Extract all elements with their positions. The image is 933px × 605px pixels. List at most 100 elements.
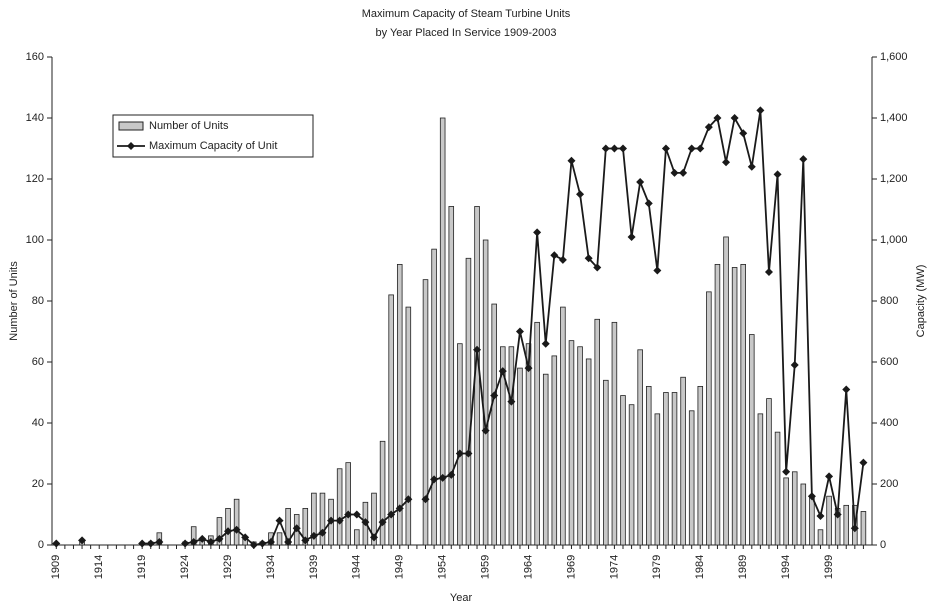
marker <box>627 232 636 241</box>
marker <box>524 364 533 373</box>
bar <box>654 413 661 546</box>
y2-tick-label: 1,000 <box>880 234 908 246</box>
y2-tick-label: 0 <box>880 539 886 551</box>
bar <box>439 117 446 546</box>
bar <box>585 358 592 546</box>
y2-tick-label: 1,200 <box>880 173 908 185</box>
marker <box>78 536 87 545</box>
bar <box>336 468 343 546</box>
bar <box>465 257 472 546</box>
y-tick-label: 80 <box>32 295 44 307</box>
marker <box>593 263 602 272</box>
x-tick-label: 1989 <box>737 555 749 579</box>
chart-subtitle: by Year Placed In Service 1909-2003 <box>375 27 556 39</box>
marker <box>309 531 318 540</box>
marker <box>601 144 610 153</box>
marker <box>404 495 413 504</box>
marker <box>636 178 645 187</box>
bar <box>302 507 309 546</box>
y2-tick-label: 600 <box>880 356 898 368</box>
marker <box>558 255 567 264</box>
marker <box>850 524 859 533</box>
marker <box>206 537 215 546</box>
bar <box>628 404 635 546</box>
marker <box>352 510 361 519</box>
marker <box>241 533 250 542</box>
bar <box>740 263 746 546</box>
bar <box>817 529 824 546</box>
bar <box>319 492 326 546</box>
bar <box>276 532 283 546</box>
marker <box>764 268 773 277</box>
legend-swatch <box>127 142 135 150</box>
marker <box>610 144 619 153</box>
bar <box>637 349 643 546</box>
marker <box>224 527 233 536</box>
marker <box>181 539 190 548</box>
bar <box>457 343 463 546</box>
bar <box>345 462 351 546</box>
bar <box>697 385 704 546</box>
marker <box>550 251 559 260</box>
marker <box>430 475 439 484</box>
chart-title: Maximum Capacity of Steam Turbine Units <box>362 8 571 20</box>
bar <box>491 303 497 546</box>
bar <box>225 507 231 546</box>
x-tick-label: 1954 <box>437 555 449 579</box>
marker <box>498 367 507 376</box>
marker <box>215 534 224 543</box>
marker <box>661 144 670 153</box>
marker <box>232 525 241 534</box>
marker <box>644 199 653 208</box>
bar <box>551 355 558 546</box>
marker <box>292 524 301 533</box>
bar <box>723 236 729 546</box>
bar <box>534 321 540 546</box>
x-tick-label: 1949 <box>394 555 406 579</box>
marker <box>687 144 696 153</box>
bar <box>603 379 609 546</box>
y-tick-label: 140 <box>26 112 44 124</box>
legend-label: Number of Units <box>149 120 229 132</box>
x-tick-label: 1909 <box>50 555 62 579</box>
bar <box>749 334 755 546</box>
marker <box>722 158 731 167</box>
x-tick-label: 1969 <box>565 555 577 579</box>
marker <box>670 168 679 177</box>
marker <box>327 516 336 525</box>
bar <box>843 504 850 546</box>
bar <box>809 495 815 546</box>
y-tick-label: 60 <box>32 356 44 368</box>
y2-tick-label: 200 <box>880 478 898 490</box>
marker <box>198 534 207 543</box>
marker <box>739 129 748 138</box>
bar <box>757 413 764 546</box>
y-tick-label: 0 <box>38 539 44 551</box>
bar <box>714 263 721 546</box>
marker <box>833 510 842 519</box>
bar <box>371 492 377 546</box>
x-tick-label: 1914 <box>93 555 105 579</box>
x-tick-label: 1979 <box>651 555 663 579</box>
bar <box>354 529 360 546</box>
legend-swatch <box>118 121 144 131</box>
marker <box>859 458 868 467</box>
marker <box>155 537 164 546</box>
marker <box>447 470 456 479</box>
marker <box>473 345 482 354</box>
marker <box>567 156 576 165</box>
y-tick-label: 120 <box>26 173 44 185</box>
bar <box>311 492 317 546</box>
marker <box>825 472 834 481</box>
bar <box>422 279 429 546</box>
bar <box>611 321 618 546</box>
marker <box>249 541 258 549</box>
bar <box>448 206 455 546</box>
legend-box <box>112 114 314 158</box>
legend-label: Maximum Capacity of Unit <box>149 140 277 152</box>
bar <box>791 471 798 546</box>
marker <box>816 512 825 521</box>
bar <box>774 431 781 546</box>
y2-tick-label: 1,600 <box>880 51 908 63</box>
